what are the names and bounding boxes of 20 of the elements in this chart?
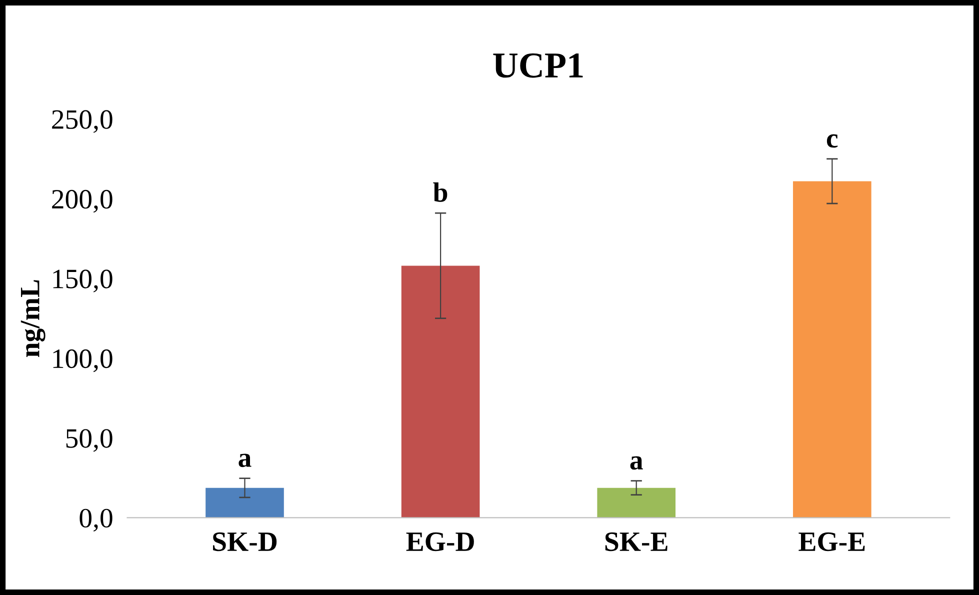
x-tick-label: EG-E — [798, 532, 865, 552]
y-tick-label: 250,0 — [52, 110, 112, 133]
y-axis-title: ng/mL — [20, 280, 46, 357]
y-tick-label: 150,0 — [53, 270, 112, 292]
y-tick-label: 50,0 — [66, 429, 112, 452]
x-tick-label: SK-E — [605, 532, 668, 552]
annotation: b — [433, 182, 448, 202]
annotation: a — [238, 454, 252, 468]
y-tick-label: 200,0 — [52, 190, 112, 213]
bar — [206, 488, 284, 518]
bar — [792, 181, 872, 518]
chart-title: UCP1 — [493, 53, 583, 78]
y-tick-label: 100,0 — [53, 349, 112, 372]
bar — [597, 488, 676, 518]
y-tick-label: 0,0 — [80, 508, 112, 532]
annotation: a — [630, 456, 643, 470]
bar — [401, 266, 480, 518]
x-tick-label: SK-D — [213, 532, 277, 552]
x-tick-label: EG-D — [406, 532, 474, 552]
annotation: c — [826, 134, 838, 148]
